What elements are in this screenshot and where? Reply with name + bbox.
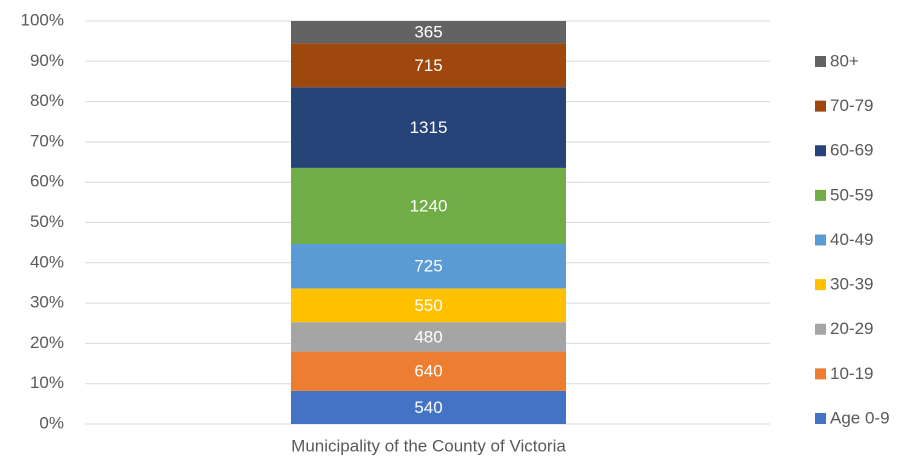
data-label: 480	[414, 327, 442, 346]
y-tick-label: 40%	[30, 252, 64, 271]
legend-label: 70-79	[830, 96, 873, 115]
y-tick-label: 10%	[30, 373, 64, 392]
data-label: 540	[414, 398, 442, 417]
legend-label: 30-39	[830, 275, 873, 294]
legend-label: 20-29	[830, 319, 873, 338]
legend-swatch	[815, 279, 826, 291]
legend-swatch	[815, 413, 826, 424]
legend-label: 40-49	[830, 230, 873, 249]
legend-swatch	[815, 100, 826, 112]
legend-swatch	[815, 234, 826, 246]
legend-label: 80+	[830, 51, 859, 70]
bar-segment	[291, 322, 566, 352]
legend-swatch	[815, 368, 826, 380]
y-tick-label: 50%	[30, 212, 64, 231]
y-tick-label: 70%	[30, 131, 64, 150]
legend-label: 10-19	[830, 364, 873, 383]
y-tick-label: 20%	[30, 333, 64, 352]
bar-segment	[291, 43, 566, 88]
bar-segment	[291, 288, 566, 323]
data-label: 715	[414, 56, 442, 75]
y-tick-label: 80%	[30, 91, 64, 110]
legend-swatch	[815, 56, 826, 67]
bar-segment	[291, 351, 566, 391]
x-tick-label: Municipality of the County of Victoria	[291, 436, 566, 455]
data-label: 725	[414, 257, 442, 276]
y-tick-label: 100%	[21, 10, 64, 29]
y-tick-label: 30%	[30, 293, 64, 312]
data-label: 640	[414, 362, 442, 381]
y-tick-label: 60%	[30, 172, 64, 191]
legend-swatch	[815, 323, 826, 335]
bar-segment	[291, 390, 566, 424]
y-tick-label: 0%	[39, 413, 64, 432]
data-label: 550	[414, 296, 442, 315]
legend-label: 60-69	[830, 141, 873, 160]
data-label: 365	[414, 23, 442, 42]
legend-swatch	[815, 145, 826, 157]
bar-segment	[291, 21, 566, 44]
legend-label: Age 0-9	[830, 408, 890, 427]
data-label: 1315	[410, 118, 448, 137]
bar-segment	[291, 167, 566, 244]
bar-segment	[291, 87, 566, 168]
legend-swatch	[815, 189, 826, 201]
y-tick-label: 90%	[30, 51, 64, 70]
data-label: 1240	[410, 196, 448, 215]
bar-segment	[291, 243, 566, 289]
legend-label: 50-59	[830, 185, 873, 204]
